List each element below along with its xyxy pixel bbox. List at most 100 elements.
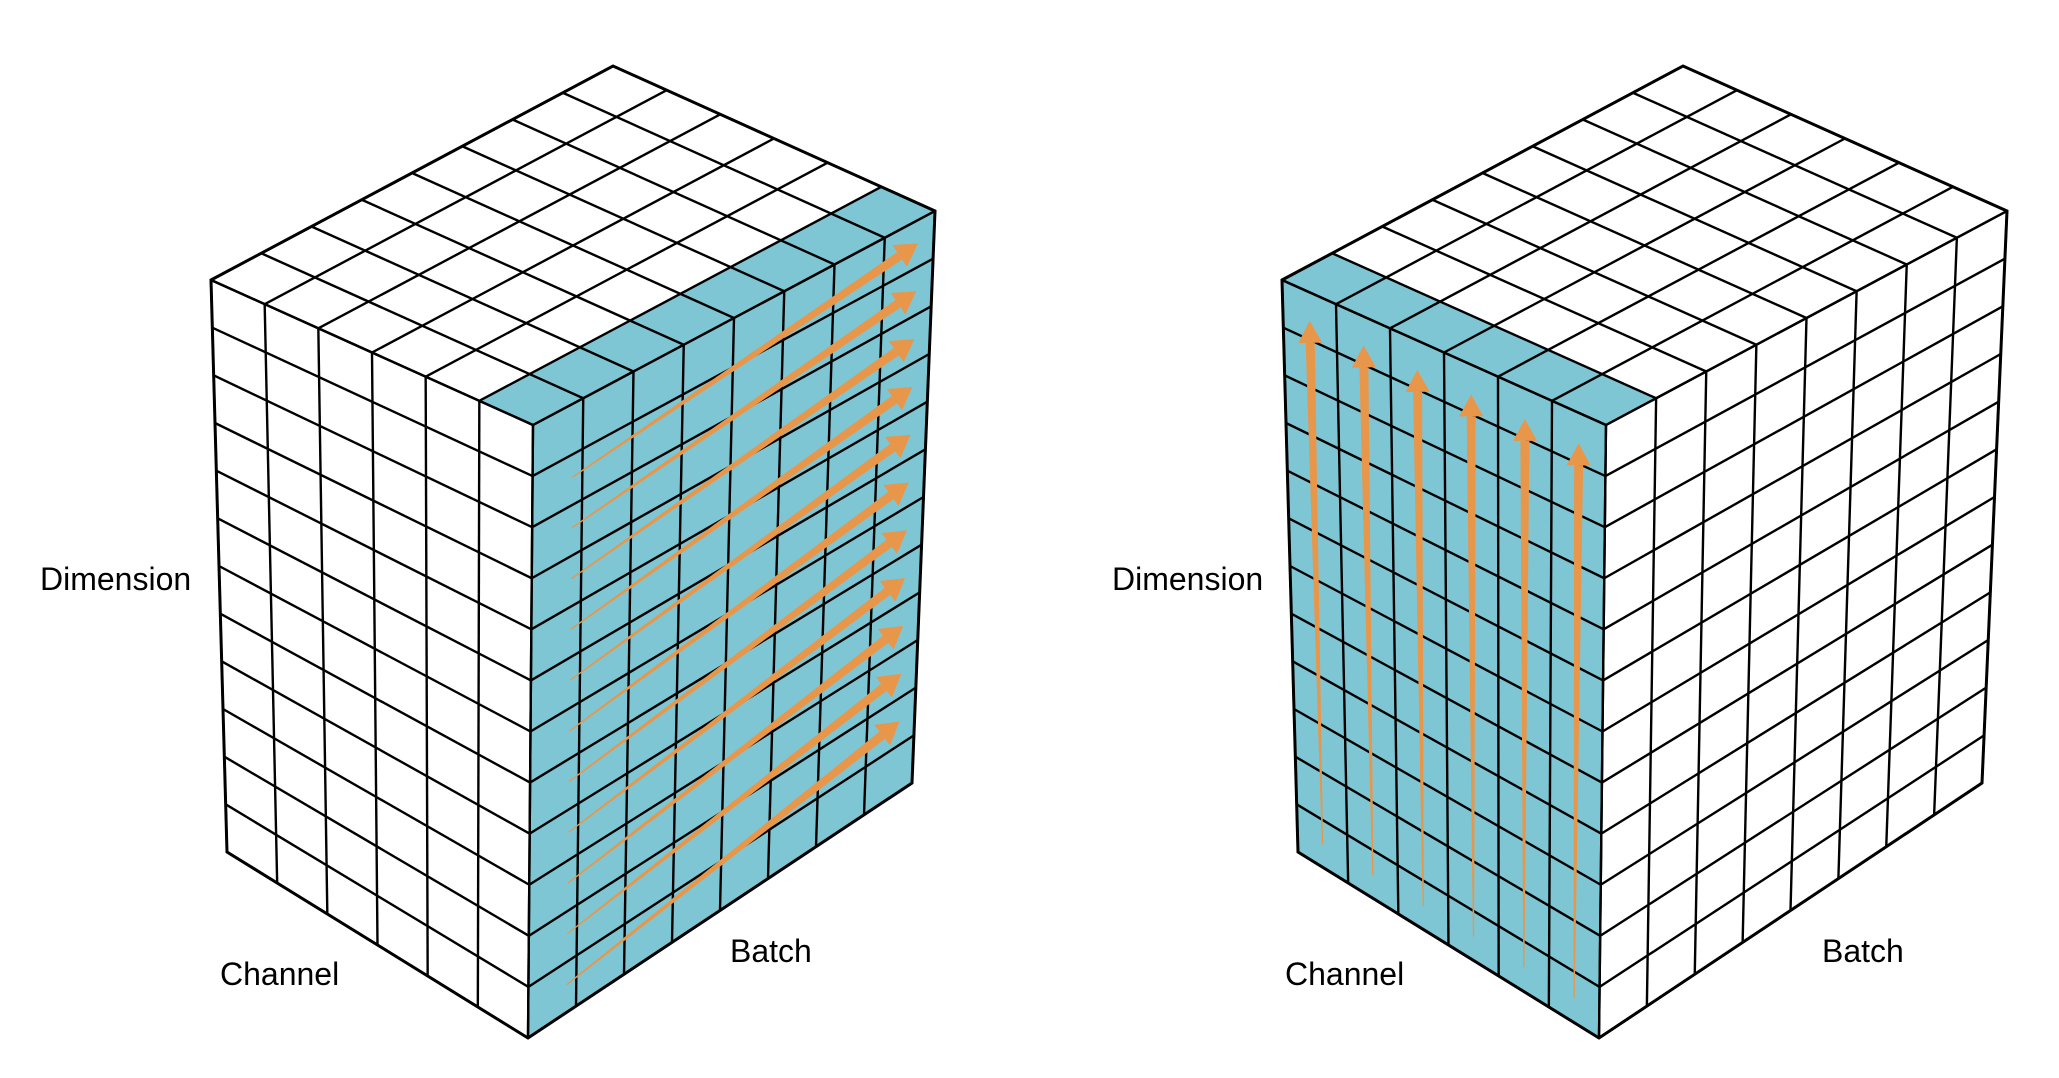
grid-line (562, 91, 886, 239)
grid-line (461, 145, 785, 293)
normalization-arrows (1298, 320, 1591, 999)
grid-line (1431, 198, 1757, 346)
arrow-head (885, 434, 911, 459)
grid-line (1281, 278, 1607, 427)
grid-line (221, 660, 531, 835)
grid-line (213, 374, 533, 529)
arrow-head (881, 530, 907, 554)
grid-line (361, 198, 685, 346)
normalization-arrow (569, 443, 896, 681)
arrow-head (1566, 443, 1591, 466)
grid-line (225, 803, 530, 988)
grid-line (260, 252, 584, 400)
grid-line (210, 278, 534, 427)
grid-line (1290, 612, 1603, 784)
cube-outline (209, 64, 937, 1040)
grid-line (1331, 252, 1657, 400)
arrow-head (883, 482, 909, 506)
normalization-arrow (570, 348, 899, 580)
grid-line (1632, 91, 1958, 239)
arrow-head (890, 291, 917, 315)
grid-line (1293, 707, 1602, 886)
normalization-arrow (1520, 440, 1530, 968)
channel-wise-cube: Dimension Channel Batch (1112, 64, 2009, 1040)
grid-line (1603, 352, 2002, 580)
left-face (211, 280, 533, 1038)
grid-line (1604, 257, 2006, 478)
arrow-head (877, 625, 904, 650)
grid-line (1296, 803, 1601, 988)
grid-line (1603, 400, 2000, 631)
grid-line (219, 612, 531, 784)
dimension-label: Dimension (40, 561, 191, 597)
grid-line (311, 225, 634, 373)
batch-label: Batch (730, 933, 812, 969)
grid-line (1582, 118, 1908, 266)
grid-line (1601, 495, 1996, 733)
grid-line (215, 469, 532, 631)
grid-line (1601, 543, 1994, 784)
dimension-label: Dimension (1112, 561, 1263, 597)
grid-line (1600, 591, 1991, 835)
grid-line (411, 171, 735, 320)
normalization-arrow (572, 252, 903, 478)
grid-line (1599, 686, 1987, 937)
arrow-head (1512, 418, 1537, 441)
normalization-arrow (571, 300, 901, 529)
grid-line (1602, 448, 1998, 682)
normalization-arrow (569, 491, 894, 732)
grid-line (1285, 421, 1605, 580)
grid-line (1604, 305, 2004, 529)
grid-line (1598, 734, 1985, 988)
right-face (1599, 211, 2007, 1038)
grid-line (1482, 171, 1807, 320)
arrow-head (888, 339, 915, 363)
cube-faces (211, 66, 935, 1038)
grid-line (223, 755, 530, 937)
grid-line (1292, 660, 1602, 835)
normalization-arrow (568, 587, 891, 833)
arrow-head (874, 721, 900, 746)
batch-label: Batch (1822, 933, 1904, 969)
channel-label: Channel (220, 956, 339, 992)
arrow-head (1459, 394, 1484, 417)
normalization-arrow (566, 731, 885, 986)
arrow-head (892, 243, 918, 267)
grid-line (214, 421, 533, 580)
grid-line (1294, 755, 1601, 937)
grid-line (222, 707, 530, 886)
arrow-head (1405, 369, 1430, 392)
grid-line (1284, 374, 1606, 529)
normalization-arrow (566, 683, 887, 935)
arrow-head (879, 578, 905, 602)
grid-line (217, 517, 532, 682)
normalization-arrow (567, 635, 889, 884)
normalization-arrow (1359, 367, 1374, 876)
normalization-arrow (1305, 342, 1324, 845)
grid-line (1381, 225, 1707, 373)
grid-line (1288, 517, 1604, 682)
batch-wise-cube: Dimension Channel Batch (40, 64, 937, 1040)
normalization-arrow (1413, 391, 1424, 906)
normalization-arrow (568, 539, 892, 783)
grid-line (1600, 638, 1989, 886)
arrow-head (887, 386, 913, 411)
grid-line (1286, 469, 1605, 631)
arrow-head (875, 673, 902, 698)
grid-line (1282, 326, 1606, 478)
arrow-head (1298, 320, 1323, 344)
cube-outline (1280, 64, 2009, 1040)
channel-label: Channel (1285, 956, 1404, 992)
cube-grid-lines (209, 64, 937, 1040)
grid-line (211, 326, 534, 478)
normalization-arrow (570, 395, 898, 630)
grid-line (1289, 564, 1604, 733)
normalization-arrows (566, 243, 918, 986)
grid-line (1532, 145, 1858, 293)
normalization-arrow (1573, 465, 1584, 999)
normalization-arrow (1466, 416, 1476, 937)
arrow-head (1351, 345, 1376, 368)
grid-line (218, 564, 532, 733)
cube-grid-lines (1280, 64, 2009, 1040)
